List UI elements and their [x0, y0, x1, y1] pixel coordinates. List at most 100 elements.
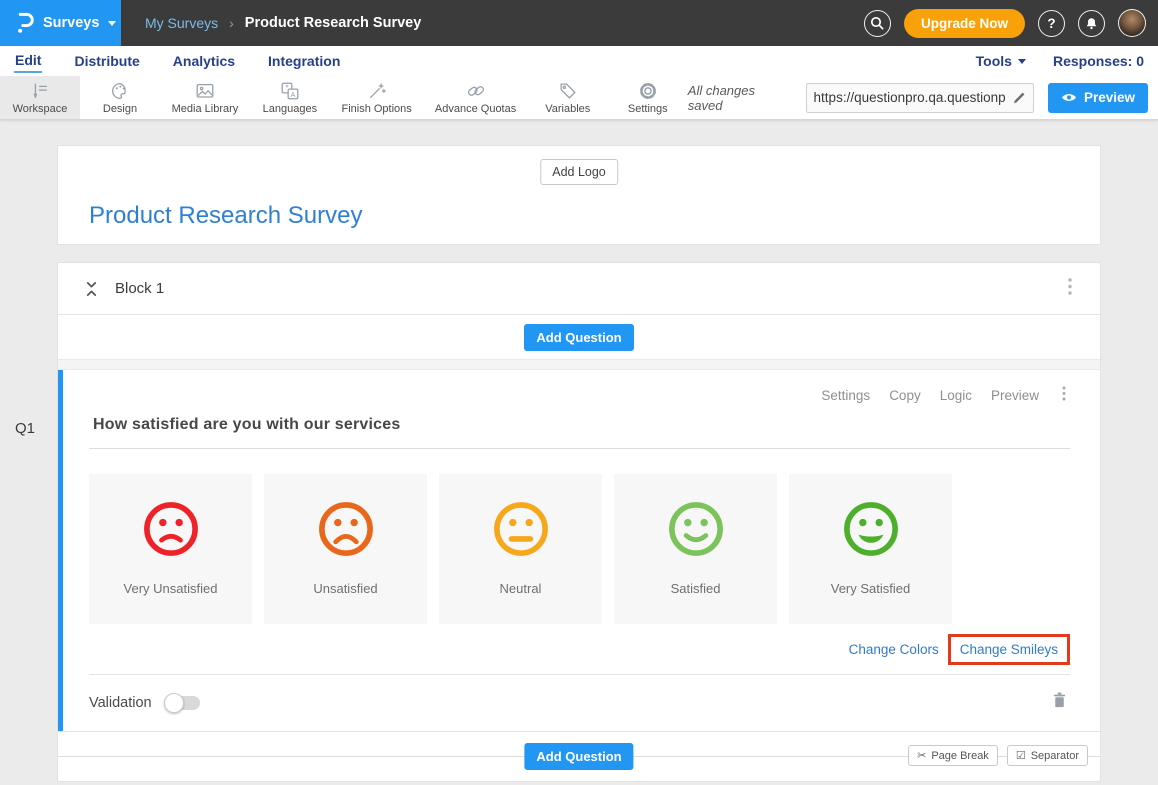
toolbar-right: All changes saved Preview	[688, 76, 1158, 119]
preview-button[interactable]: Preview	[1047, 82, 1148, 113]
product-switcher-label: Surveys	[43, 15, 100, 31]
tab-edit[interactable]: Edit	[14, 50, 43, 73]
option-label: Satisfied	[670, 581, 721, 596]
search-button[interactable]	[863, 9, 891, 37]
page-break-icon: ✂	[917, 750, 927, 762]
add-question-row-top: Add Question	[58, 315, 1100, 359]
question-logic-link[interactable]: Logic	[939, 387, 972, 403]
option-unsatisfied[interactable]: Unsatisfied	[264, 474, 427, 624]
option-label: Very Satisfied	[830, 581, 911, 596]
option-label: Very Unsatisfied	[123, 581, 218, 596]
add-question-button-bottom[interactable]: Add Question	[524, 743, 634, 770]
block-title[interactable]: Block 1	[115, 280, 165, 297]
nav-right: Tools Responses: 0	[976, 53, 1144, 69]
smiley-neutral-icon	[493, 502, 548, 556]
block-card: Block 1 Add Question Settings Copy Logic…	[57, 262, 1101, 782]
question-settings-link[interactable]: Settings	[821, 387, 871, 403]
block-footer-tools: ✂ Page Break ☑ Separator	[908, 745, 1088, 766]
toolbar-settings[interactable]: Settings	[608, 76, 688, 119]
question-index-label: Q1	[15, 420, 36, 437]
tab-integration[interactable]: Integration	[268, 52, 341, 69]
languages-icon: *A	[281, 82, 299, 100]
upgrade-now-button[interactable]: Upgrade Now	[903, 8, 1025, 38]
change-colors-link[interactable]: Change Colors	[848, 642, 939, 657]
toolbar-variables[interactable]: Variables	[528, 76, 608, 119]
top-header: Surveys My Surveys › Product Research Su…	[0, 0, 1158, 46]
eye-icon	[1061, 94, 1076, 101]
svg-text:A: A	[290, 90, 295, 99]
toolbar-design-label: Design	[102, 103, 138, 115]
question-menu-button[interactable]	[1058, 384, 1070, 406]
user-avatar[interactable]	[1118, 9, 1146, 37]
toolbar-settings-label: Settings	[627, 103, 668, 115]
header-actions: Upgrade Now ?	[863, 0, 1158, 46]
option-satisfied[interactable]: Satisfied	[614, 474, 777, 624]
design-palette-icon	[112, 83, 126, 99]
question-q1: Settings Copy Logic Preview How satisfie…	[58, 370, 1100, 731]
breadcrumb-current-survey: Product Research Survey	[244, 15, 422, 31]
svg-text:*: *	[285, 84, 289, 93]
question-title-wrap: How satisfied are you with our services	[89, 408, 1070, 449]
toolbar-finish-options[interactable]: Finish Options	[330, 76, 424, 119]
add-logo-button[interactable]: Add Logo	[540, 159, 618, 185]
toolbar-media-library-label: Media Library	[171, 103, 239, 115]
question-links: Change Colors Change Smileys	[89, 634, 1070, 665]
block-footer: Add Question ✂ Page Break ☑ Separator	[58, 731, 1100, 781]
separator-label: Separator	[1030, 749, 1079, 762]
option-label: Unsatisfied	[313, 581, 378, 596]
tools-menu-button[interactable]: Tools	[976, 53, 1026, 69]
survey-title[interactable]: Product Research Survey	[89, 202, 363, 229]
tag-icon	[560, 83, 576, 99]
toolbar-finish-options-label: Finish Options	[341, 103, 412, 115]
magic-wand-icon	[369, 83, 386, 99]
question-preview-link[interactable]: Preview	[990, 387, 1039, 403]
toolbar-advance-quotas[interactable]: Advance Quotas	[423, 76, 527, 119]
responses-count[interactable]: Responses: 0	[1052, 53, 1144, 69]
help-button[interactable]: ?	[1038, 9, 1065, 37]
breadcrumb-my-surveys[interactable]: My Surveys	[145, 15, 219, 31]
search-icon	[871, 16, 884, 30]
preview-label: Preview	[1083, 90, 1135, 105]
delete-question-button[interactable]	[1049, 689, 1070, 716]
toolbar-media-library[interactable]: Media Library	[160, 76, 250, 119]
add-question-button-top[interactable]: Add Question	[524, 323, 634, 351]
chain-links-icon	[467, 86, 484, 96]
option-very-unsatisfied[interactable]: Very Unsatisfied	[89, 474, 252, 624]
smiley-satisfied-icon	[668, 502, 723, 556]
page-break-button[interactable]: ✂ Page Break	[908, 745, 998, 766]
trash-icon	[1053, 692, 1066, 708]
block-section-divider	[58, 359, 1100, 370]
edit-pencil-icon[interactable]	[1012, 91, 1026, 105]
survey-nav: Edit Distribute Analytics Integration To…	[0, 46, 1158, 76]
toolbar-languages-label: Languages	[262, 103, 318, 115]
survey-canvas: Add Logo Product Research Survey Block 1…	[0, 120, 1158, 782]
breadcrumb-separator-icon: ›	[229, 15, 234, 31]
toolbar-advance-quotas-label: Advance Quotas	[434, 103, 517, 115]
block-menu-button[interactable]	[1062, 274, 1078, 304]
toolbar-languages[interactable]: * A Languages	[250, 76, 330, 119]
validation-label: Validation	[89, 694, 152, 711]
notifications-button[interactable]	[1078, 9, 1105, 37]
question-text[interactable]: How satisfied are you with our services	[93, 416, 401, 433]
validation-toggle[interactable]	[163, 692, 200, 713]
option-very-satisfied[interactable]: Very Satisfied	[789, 474, 952, 624]
page-break-label: Page Break	[931, 749, 989, 762]
collapse-block-icon[interactable]	[84, 281, 99, 297]
tab-analytics[interactable]: Analytics	[172, 52, 236, 69]
gear-icon	[639, 83, 656, 99]
workspace-icon	[33, 83, 48, 99]
tab-distribute[interactable]: Distribute	[74, 52, 140, 69]
editor-toolbar: Workspace Design Media Library * A Langua…	[0, 76, 1158, 120]
option-neutral[interactable]: Neutral	[439, 474, 602, 624]
separator-button[interactable]: ☑ Separator	[1006, 745, 1088, 766]
toolbar-design[interactable]: Design	[80, 76, 160, 119]
survey-url-input[interactable]	[813, 90, 1012, 105]
toolbar-workspace[interactable]: Workspace	[0, 76, 80, 119]
smiley-options: Very Unsatisfied Unsatisfied Neutral Sat…	[89, 474, 1070, 624]
breadcrumb: My Surveys › Product Research Survey	[145, 0, 421, 46]
change-smileys-link[interactable]: Change Smileys	[959, 642, 1058, 657]
question-copy-link[interactable]: Copy	[889, 387, 921, 403]
separator-checkbox-icon: ☑	[1015, 750, 1026, 762]
product-switcher[interactable]: Surveys	[0, 0, 121, 46]
